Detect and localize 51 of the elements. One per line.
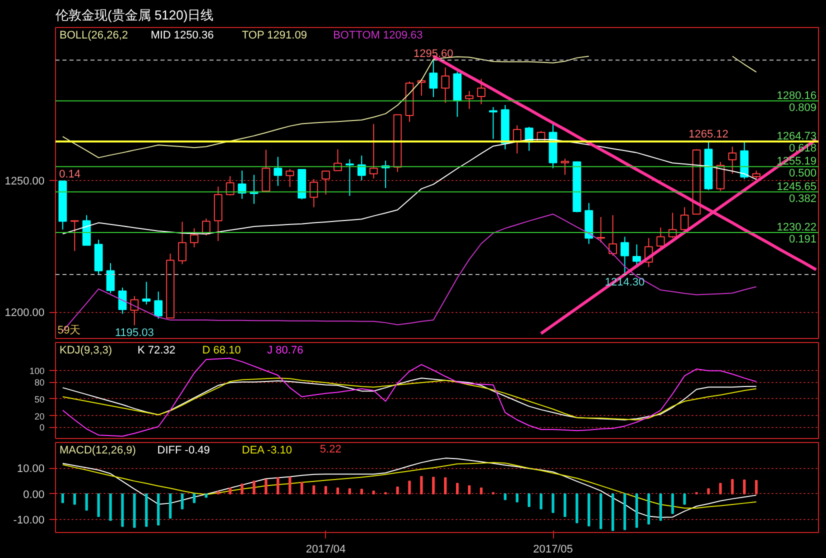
line-series <box>62 462 757 509</box>
text: DIFF -0.49 <box>157 444 210 456</box>
text: 5.22 <box>320 444 342 456</box>
y-tick-label: 1250.00 <box>4 175 45 188</box>
line-series <box>62 378 757 420</box>
candlestick <box>441 67 450 104</box>
ref-line-label: 1230.22 <box>776 221 817 234</box>
candlestick <box>584 202 594 244</box>
candlestick <box>728 146 737 174</box>
y-tick-label: 100 <box>29 366 45 376</box>
annotation: 0.809 <box>788 102 817 114</box>
annotation: 0.500 <box>788 168 817 180</box>
annotation: 0.14 <box>59 168 81 180</box>
y-tick-label: 0.00 <box>23 488 45 501</box>
x-tick-label: 2017/05 <box>533 544 573 556</box>
annotation: 0.382 <box>788 192 817 205</box>
annotation: 1295.60 <box>414 48 454 60</box>
ref-line-label: 1280.16 <box>776 90 817 102</box>
y-tick-label: 20 <box>34 411 45 422</box>
candlestick <box>238 170 246 200</box>
text: BOTTOM 1209.63 <box>333 30 423 42</box>
y-tick-label: 50 <box>34 394 45 404</box>
annotation: 59天 <box>58 324 81 336</box>
line-series <box>62 458 757 518</box>
annotation: 1195.03 <box>114 327 154 340</box>
y-tick-label: 1200.00 <box>4 307 45 320</box>
text: D 68.10 <box>202 344 241 356</box>
annotation: 0.191 <box>788 233 817 246</box>
y-tick-label: 10.00 <box>16 463 45 476</box>
y-tick-label: 80 <box>34 378 45 388</box>
ref-line-label: 1264.73 <box>776 130 817 143</box>
text: DEA -3.10 <box>242 444 292 456</box>
chart-title: 伦敦金现(贵金属 5120)日线 <box>56 8 214 22</box>
candlestick <box>465 90 474 110</box>
chart-title: MACD(12,26,9) <box>60 444 136 456</box>
series-label: J 80.76 <box>267 344 304 356</box>
text: MID 1250.36 <box>150 30 214 42</box>
line-series <box>62 358 757 437</box>
text: TOP 1291.09 <box>242 30 307 42</box>
candlestick <box>274 156 282 186</box>
annotation: 1265.12 <box>688 128 728 141</box>
ref-line-label: 1245.65 <box>776 180 817 193</box>
x-tick-label: 2017/04 <box>306 544 346 556</box>
candlestick <box>130 296 139 326</box>
chart-title: KDJ(9,3,3) <box>60 344 112 356</box>
y-tick-label: 0 <box>39 422 45 433</box>
candlestick <box>429 60 438 98</box>
candlestick <box>489 106 498 140</box>
y-tick-label: -10.00 <box>13 514 45 527</box>
chart-subtitle: BOLL(26,26,2 <box>60 30 128 42</box>
text: K 72.32 <box>138 344 176 356</box>
